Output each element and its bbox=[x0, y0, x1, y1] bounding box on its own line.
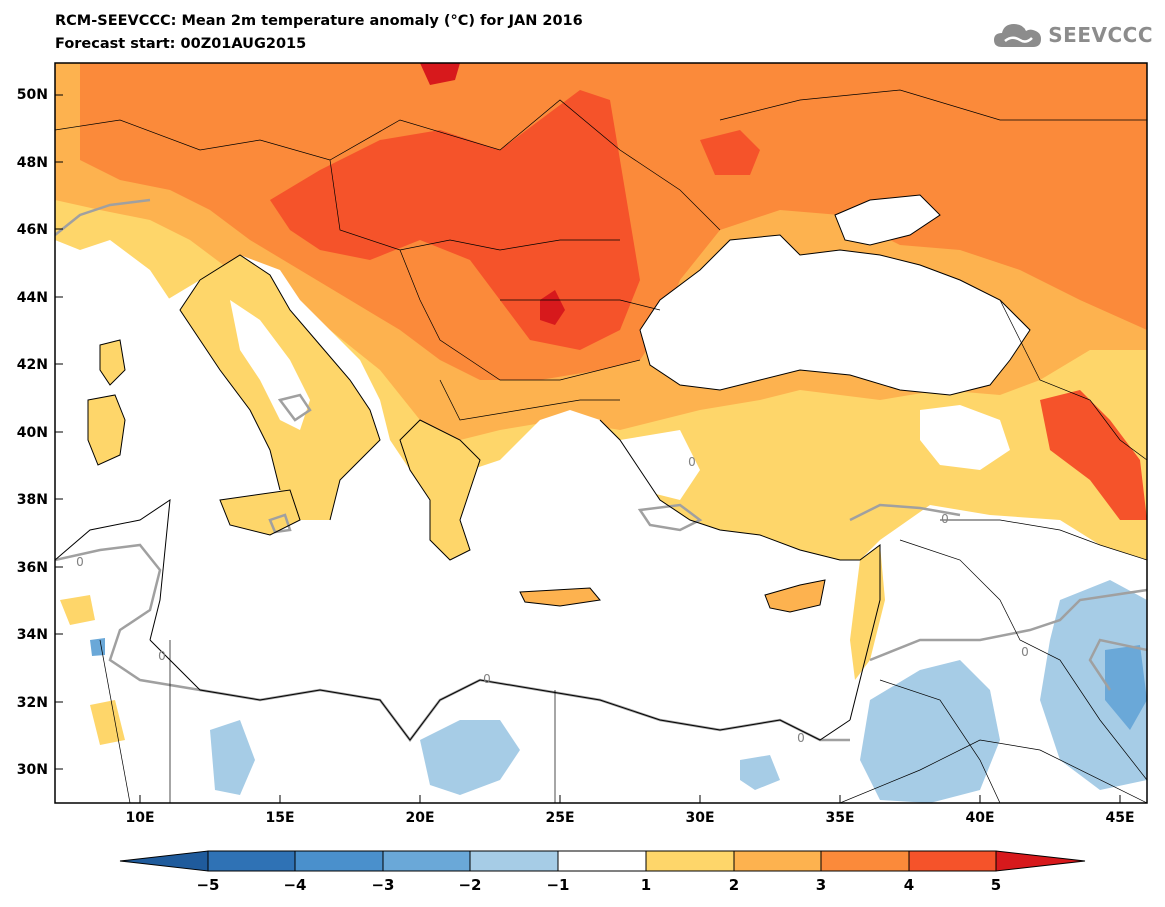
map-frame bbox=[54, 62, 1148, 804]
colorbar-segment bbox=[382, 850, 471, 872]
colorbar-label: 5 bbox=[990, 876, 1002, 894]
colorbar-label: 3 bbox=[815, 876, 827, 894]
lon-label-30e: 30E bbox=[685, 810, 715, 826]
seevccc-logo: SEEVCCC bbox=[992, 20, 1153, 50]
contour-labels: 0 0 0 0 0 0 0 bbox=[76, 455, 1029, 745]
warm-patch bbox=[60, 595, 95, 625]
anomaly-region-4-5 bbox=[1040, 390, 1147, 520]
colorbar-label: −3 bbox=[371, 876, 395, 894]
lon-label-25e: 25E bbox=[545, 810, 575, 826]
anomaly-region-2-3 bbox=[55, 63, 1147, 440]
lat-label-40n: 40N bbox=[16, 425, 48, 441]
azov-sea bbox=[835, 195, 940, 245]
lat-label-46n: 46N bbox=[16, 222, 48, 238]
map-title: RCM-SEEVCCC: Mean 2m temperature anomaly… bbox=[55, 13, 583, 29]
colorbar-label: −1 bbox=[546, 876, 570, 894]
cyprus bbox=[765, 580, 825, 612]
colorbar-segment bbox=[995, 850, 1086, 872]
turkey-white-hole bbox=[620, 430, 700, 500]
cool-patch bbox=[210, 720, 255, 795]
map-subtitle: Forecast start: 00Z01AUG2015 bbox=[55, 36, 307, 52]
lon-label-15e: 15E bbox=[265, 810, 295, 826]
cool-patch bbox=[90, 638, 105, 656]
colorbar-label: 2 bbox=[728, 876, 740, 894]
lat-label-30n: 30N bbox=[16, 762, 48, 778]
lat-label-48n: 48N bbox=[16, 155, 48, 171]
country-borders bbox=[55, 89, 1147, 803]
lat-label-42n: 42N bbox=[16, 357, 48, 373]
anomaly-region-4-5 bbox=[700, 130, 760, 175]
black-sea bbox=[640, 235, 1030, 395]
sicily bbox=[220, 490, 300, 535]
cloud-logo-icon bbox=[994, 24, 1042, 47]
crete bbox=[520, 588, 600, 606]
mediterranean-sea bbox=[55, 255, 880, 803]
contour-zero-label: 0 bbox=[1021, 645, 1029, 659]
italy-land bbox=[180, 255, 380, 520]
contour-zero-label: 0 bbox=[483, 672, 491, 686]
colorbar-segment bbox=[469, 850, 559, 872]
contour-zero-label: 0 bbox=[941, 512, 949, 526]
map-field bbox=[55, 63, 1147, 803]
lon-label-20e: 20E bbox=[405, 810, 435, 826]
zero-contours bbox=[55, 198, 1147, 743]
logo-text: SEEVCCC bbox=[1048, 23, 1153, 47]
lon-label-45e: 45E bbox=[1105, 810, 1135, 826]
lat-label-50n: 50N bbox=[16, 87, 48, 103]
contour-zero-label: 0 bbox=[76, 555, 84, 569]
lat-label-44n: 44N bbox=[16, 290, 48, 306]
colorbar-segment bbox=[119, 850, 209, 872]
colorbar-label: −2 bbox=[458, 876, 482, 894]
colorbar-segment bbox=[645, 850, 735, 872]
cool-patch bbox=[740, 755, 780, 790]
contour-zero-label: 0 bbox=[688, 455, 696, 469]
lon-label-40e: 40E bbox=[965, 810, 995, 826]
colorbar-label: 4 bbox=[903, 876, 915, 894]
colorbar-segment bbox=[733, 850, 822, 872]
lon-label-10e: 10E bbox=[125, 810, 155, 826]
colorbar bbox=[119, 850, 1086, 872]
coastlines bbox=[55, 194, 1031, 741]
anomaly-region-max bbox=[540, 290, 565, 325]
lat-label-34n: 34N bbox=[16, 627, 48, 643]
contour-zero-label: 0 bbox=[797, 731, 805, 745]
turkey-white-hole bbox=[920, 405, 1010, 470]
corsica bbox=[100, 340, 125, 385]
colorbar-segment bbox=[820, 850, 910, 872]
axis-ticks bbox=[55, 94, 1121, 803]
colorbar-label: −5 bbox=[196, 876, 220, 894]
contour-zero-label: 0 bbox=[158, 649, 166, 663]
lat-label-32n: 32N bbox=[16, 695, 48, 711]
cool-patch bbox=[1040, 580, 1147, 790]
colorbar-label: 1 bbox=[640, 876, 652, 894]
italy-inner bbox=[230, 300, 310, 430]
levant-strip bbox=[850, 545, 885, 680]
lat-label-38n: 38N bbox=[16, 492, 48, 508]
anomaly-region-1-2 bbox=[55, 63, 1147, 560]
colorbar-segment bbox=[294, 850, 384, 872]
cool-patch-2 bbox=[1105, 645, 1147, 730]
cool-patch bbox=[420, 720, 520, 795]
colorbar-segment bbox=[207, 850, 296, 872]
lat-label-36n: 36N bbox=[16, 560, 48, 576]
greece-land bbox=[400, 420, 480, 560]
colorbar-segment bbox=[557, 850, 647, 872]
anomaly-region-max bbox=[420, 63, 460, 85]
cool-patch bbox=[860, 660, 1000, 803]
anomaly-region-3-4 bbox=[80, 63, 1147, 380]
colorbar-label: −4 bbox=[283, 876, 307, 894]
warm-patch bbox=[90, 700, 125, 745]
sardinia bbox=[88, 395, 125, 465]
colorbar-segment bbox=[908, 850, 997, 872]
lon-label-35e: 35E bbox=[825, 810, 855, 826]
anomaly-region-4-5 bbox=[270, 90, 640, 350]
